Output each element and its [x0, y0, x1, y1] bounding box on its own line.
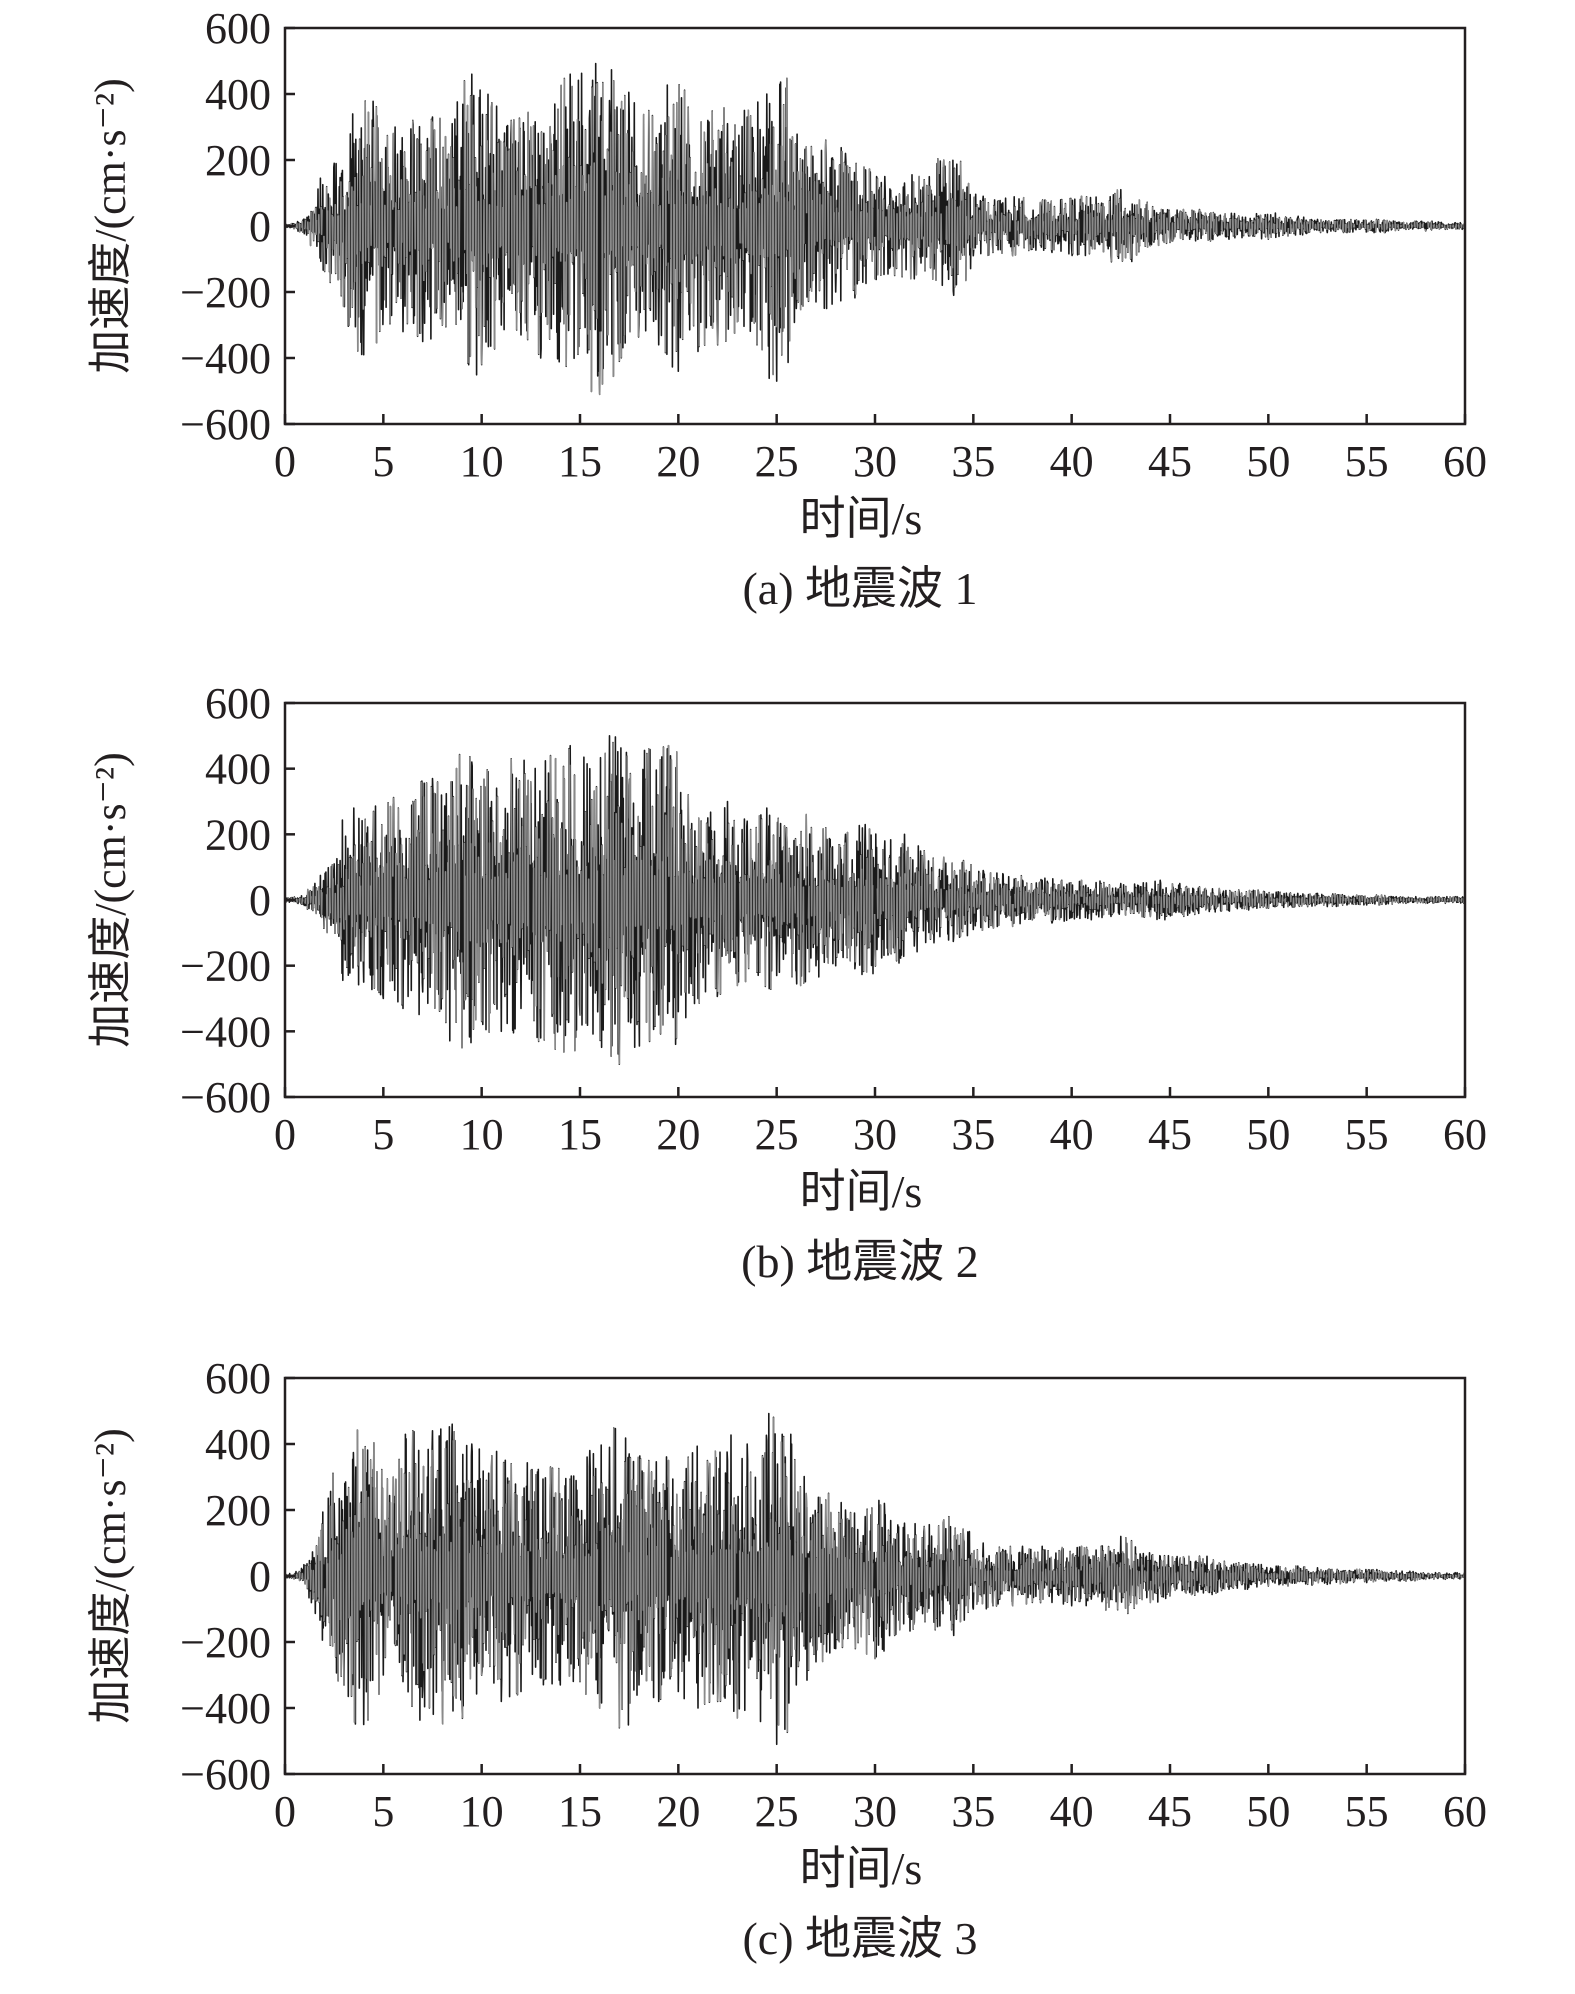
x-tick-label-45: 45 — [1148, 1110, 1192, 1159]
y-tick-label-600: 600 — [205, 1354, 271, 1403]
x-tick-label-45: 45 — [1148, 437, 1192, 486]
x-tick-label-25: 25 — [755, 437, 799, 486]
x-tick-label-25: 25 — [755, 1787, 799, 1836]
x-tick-label-10: 10 — [460, 1110, 504, 1159]
x-tick-label-55: 55 — [1345, 1787, 1389, 1836]
y-tick-label--400: −400 — [180, 334, 271, 383]
y-tick-label-0: 0 — [249, 876, 271, 925]
x-tick-label-25: 25 — [755, 1110, 799, 1159]
y-axis-label-2: 加速度/(cm·s⁻²) — [86, 752, 135, 1047]
x-axis-label-1: 时间/s — [800, 493, 923, 544]
y-tick-label--600: −600 — [180, 1750, 271, 1799]
chart-panel-2: 0 5 10 15 20 25 30 35 40 45 50 55 60 600 400 200 0 −200 −4… — [86, 679, 1487, 1287]
y-tick-label-0: 0 — [249, 1552, 271, 1601]
x-tick-label-55: 55 — [1345, 1110, 1389, 1159]
x-tick-label-5: 5 — [372, 1787, 394, 1836]
x-axis-label-2: 时间/s — [800, 1166, 923, 1217]
y-tick-label--600: −600 — [180, 400, 271, 449]
x-axis-label-3: 时间/s — [800, 1843, 923, 1894]
y-tick-label-600: 600 — [205, 679, 271, 728]
x-tick-label-0: 0 — [274, 1787, 296, 1836]
x-tick-label-0: 0 — [274, 437, 296, 486]
x-tick-label-60: 60 — [1443, 1787, 1487, 1836]
panel-caption-3: (c) 地震波 3 — [742, 1913, 977, 1964]
y-tick-label--200: −200 — [180, 942, 271, 991]
x-tick-label-30: 30 — [853, 1110, 897, 1159]
x-tick-label-20: 20 — [656, 1110, 700, 1159]
chart-panel-1: 0 5 10 15 20 25 30 35 40 45 50 55 60 600 400 200 0 −200 −4… — [86, 4, 1487, 614]
x-tick-label-50: 50 — [1246, 1110, 1290, 1159]
y-axis-label-3: 加速度/(cm·s⁻²) — [86, 1428, 135, 1723]
chart-panel-3: 0 5 10 15 20 25 30 35 40 45 50 55 60 600 400 200 0 −200 −4… — [86, 1354, 1487, 1964]
y-tick-label-400: 400 — [205, 745, 271, 794]
y-tick-label-200: 200 — [205, 136, 271, 185]
y-tick-label-600: 600 — [205, 4, 271, 53]
y-tick-label-200: 200 — [205, 1486, 271, 1535]
x-tick-label-15: 15 — [558, 437, 602, 486]
y-tick-label-200: 200 — [205, 810, 271, 859]
y-tick-label--600: −600 — [180, 1073, 271, 1122]
y-tick-label-400: 400 — [205, 70, 271, 119]
x-tick-label-5: 5 — [372, 437, 394, 486]
x-tick-label-5: 5 — [372, 1110, 394, 1159]
x-tick-label-10: 10 — [460, 437, 504, 486]
panel-caption-1: (a) 地震波 1 — [742, 563, 977, 614]
x-tick-label-20: 20 — [656, 1787, 700, 1836]
x-tick-label-45: 45 — [1148, 1787, 1192, 1836]
x-tick-label-30: 30 — [853, 1787, 897, 1836]
y-tick-label--400: −400 — [180, 1684, 271, 1733]
x-tick-label-50: 50 — [1246, 437, 1290, 486]
x-tick-label-20: 20 — [656, 437, 700, 486]
x-tick-label-35: 35 — [951, 1787, 995, 1836]
x-tick-label-40: 40 — [1050, 437, 1094, 486]
x-tick-label-10: 10 — [460, 1787, 504, 1836]
x-tick-label-40: 40 — [1050, 1787, 1094, 1836]
y-tick-label-400: 400 — [205, 1420, 271, 1469]
x-tick-label-40: 40 — [1050, 1110, 1094, 1159]
y-tick-label--200: −200 — [180, 268, 271, 317]
y-tick-label--200: −200 — [180, 1618, 271, 1667]
x-tick-label-15: 15 — [558, 1110, 602, 1159]
x-tick-label-60: 60 — [1443, 1110, 1487, 1159]
x-tick-label-50: 50 — [1246, 1787, 1290, 1836]
y-tick-label--400: −400 — [180, 1007, 271, 1056]
y-axis-label-1: 加速度/(cm·s⁻²) — [86, 78, 135, 373]
x-tick-label-0: 0 — [274, 1110, 296, 1159]
y-tick-label-0: 0 — [249, 202, 271, 251]
x-tick-label-15: 15 — [558, 1787, 602, 1836]
x-tick-label-60: 60 — [1443, 437, 1487, 486]
x-tick-label-35: 35 — [951, 1110, 995, 1159]
x-tick-label-35: 35 — [951, 437, 995, 486]
x-tick-label-30: 30 — [853, 437, 897, 486]
panel-caption-2: (b) 地震波 2 — [741, 1236, 979, 1287]
x-tick-label-55: 55 — [1345, 437, 1389, 486]
